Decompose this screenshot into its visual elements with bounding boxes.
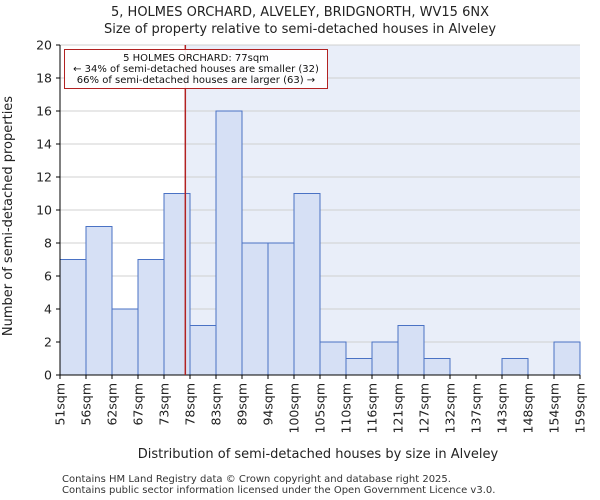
bar-83sqm — [215, 110, 243, 376]
bar-78sqm — [189, 325, 217, 376]
annotation-box: 5 HOLMES ORCHARD: 77sqm ← 34% of semi-de… — [64, 49, 328, 89]
y-tick-label-4: 8 — [44, 236, 52, 251]
y-tick-label-0: 0 — [44, 368, 52, 383]
x-tick-label-73sqm: 73sqm — [157, 383, 172, 426]
x-tick-label-159sqm: 159sqm — [573, 383, 588, 433]
bar-51sqm — [59, 259, 87, 376]
y-tick-label-7: 14 — [36, 137, 52, 152]
y-tick-label-10: 20 — [36, 38, 52, 53]
y-tick-label-2: 4 — [44, 302, 52, 317]
bar-94sqm — [267, 242, 295, 376]
bar-73sqm — [163, 193, 191, 376]
y-tick-label-5: 10 — [36, 203, 52, 218]
bar-154sqm — [553, 341, 581, 376]
footer-line-1: Contains HM Land Registry data © Crown c… — [62, 474, 451, 485]
x-tick-label-110sqm: 110sqm — [339, 383, 354, 433]
bar-62sqm — [111, 308, 139, 376]
x-tick-label-78sqm: 78sqm — [183, 383, 198, 426]
annotation-line-3: 66% of semi-detached houses are larger (… — [76, 75, 316, 86]
x-tick-label-105sqm: 105sqm — [313, 383, 328, 433]
x-axis-label: Distribution of semi-detached houses by … — [138, 447, 499, 462]
x-tick-label-67sqm: 67sqm — [131, 383, 146, 426]
bar-116sqm — [371, 341, 399, 376]
x-tick-label-127sqm: 127sqm — [417, 383, 432, 433]
x-tick-label-56sqm: 56sqm — [79, 383, 94, 426]
x-tick-label-137sqm: 137sqm — [469, 383, 484, 433]
y-tick-label-1: 2 — [44, 335, 52, 350]
chart-subtitle: Size of property relative to semi-detach… — [104, 22, 496, 37]
bar-89sqm — [241, 242, 269, 376]
annotation-line-1: 5 HOLMES ORCHARD: 77sqm — [123, 53, 269, 64]
x-tick-label-154sqm: 154sqm — [547, 383, 562, 433]
bar-67sqm — [137, 259, 165, 376]
bar-143sqm — [501, 358, 529, 376]
x-tick-label-121sqm: 121sqm — [391, 383, 406, 433]
annotation-line-2: ← 34% of semi-detached houses are smalle… — [73, 64, 319, 75]
footer-line-2: Contains public sector information licen… — [62, 485, 496, 496]
x-tick-label-116sqm: 116sqm — [365, 383, 380, 433]
bar-105sqm — [319, 341, 347, 376]
y-tick-label-8: 16 — [36, 104, 52, 119]
y-tick-label-9: 18 — [36, 71, 52, 86]
x-tick-label-132sqm: 132sqm — [443, 383, 458, 433]
x-tick-label-83sqm: 83sqm — [209, 383, 224, 426]
y-tick-label-3: 6 — [44, 269, 52, 284]
bar-110sqm — [345, 358, 373, 376]
bar-127sqm — [423, 358, 451, 376]
y-axis-label: Number of semi-detached properties — [1, 96, 16, 336]
x-tick-label-89sqm: 89sqm — [235, 383, 250, 426]
x-tick-label-148sqm: 148sqm — [521, 383, 536, 433]
x-tick-label-94sqm: 94sqm — [261, 383, 276, 426]
y-tick-label-6: 12 — [36, 170, 52, 185]
bar-121sqm — [397, 325, 425, 376]
x-tick-label-143sqm: 143sqm — [495, 383, 510, 433]
x-tick-label-100sqm: 100sqm — [287, 383, 302, 433]
chart-title: 5, HOLMES ORCHARD, ALVELEY, BRIDGNORTH, … — [111, 5, 489, 20]
x-tick-label-51sqm: 51sqm — [53, 383, 68, 426]
plot-area: 0 2 4 6 8 10 12 14 16 18 20 51sqm 56sqm 62sqm 67sqm 73s… — [36, 38, 587, 434]
bar-100sqm — [293, 193, 321, 376]
bar-56sqm — [85, 226, 113, 376]
x-tick-label-62sqm: 62sqm — [105, 383, 120, 426]
